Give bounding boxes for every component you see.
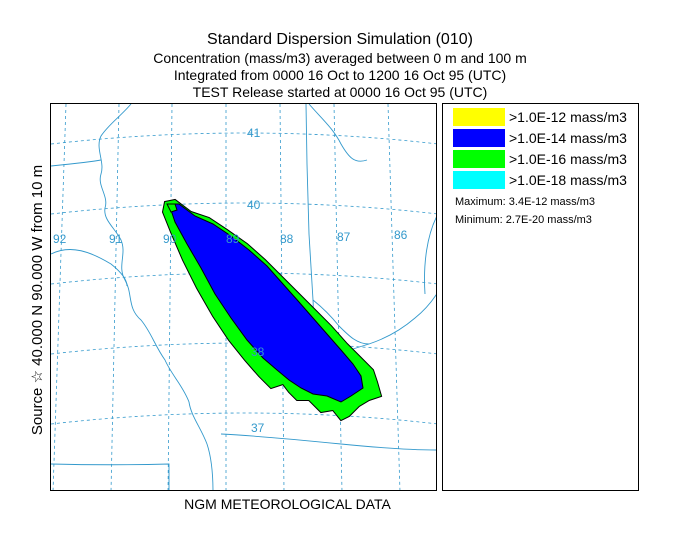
parallel-line [51,412,436,425]
maximum-value-text: Maximum: 3.4E-12 mass/m3 [455,196,595,208]
meridian-line [333,104,343,490]
legend-swatch-yellow [453,108,505,126]
parallel-line [51,132,436,145]
longitude-label: 87 [337,230,351,244]
kentucky-tennessee-boundary [220,433,436,451]
legend-item: >1.0E-18 mass/m3 [453,171,627,189]
latitude-label: 38 [251,345,265,359]
legend-swatch-cyan [453,171,505,189]
legend-label: >1.0E-16 mass/m3 [509,151,627,167]
indiana-ohio-boundary [424,217,436,295]
legend-swatch-green [453,150,505,168]
plot-title: Standard Dispersion Simulation (010) [207,31,473,48]
meridian-line [110,104,120,490]
map-panel: 92 91 90 89 88 87 86 41 40 38 37 [50,103,437,491]
lake-michigan-shore [308,104,368,162]
legend-item: >1.0E-14 mass/m3 [453,129,627,147]
legend-panel: >1.0E-12 mass/m3 >1.0E-14 mass/m3 >1.0E-… [442,103,639,491]
latitude-label: 40 [247,198,261,212]
dispersion-map: 92 91 90 89 88 87 86 41 40 38 37 [51,104,436,490]
missouri-river [51,249,128,287]
longitude-label: 92 [53,232,67,246]
legend-label: >1.0E-12 mass/m3 [509,109,627,125]
integration-period-text: Integrated from 0000 16 Oct to 1200 16 O… [173,67,507,83]
longitude-label: 88 [280,232,294,246]
plume-inner-outline [168,203,364,403]
legend-item: >1.0E-12 mass/m3 [453,108,627,126]
averaging-layer-text: Concentration (mass/m3) averaged between… [153,50,527,66]
meridian-line [167,104,173,490]
meridian-line [387,104,401,490]
legend-label: >1.0E-14 mass/m3 [509,130,627,146]
plot-header: Standard Dispersion Simulation (010) Con… [60,30,620,101]
mississippi-river-boundary [98,104,214,490]
legend-item: >1.0E-16 mass/m3 [453,150,627,168]
meteorological-data-label: NGM METEOROLOGICAL DATA [184,496,391,512]
latitude-label: 41 [247,126,261,140]
longitude-label: 89 [226,232,240,246]
longitude-label: 90 [163,232,177,246]
minimum-value-text: Minimum: 2.7E-20 mass/m3 [455,214,592,226]
wabash-river [312,299,370,345]
iowa-missouri-boundary [51,159,102,167]
legend-swatch-blue [453,129,505,147]
source-location-text: Source ☆ 40.000 N 90.000 W from 10 m [29,164,46,436]
meridian-line [52,104,67,490]
concentration-plume [161,198,383,422]
parallel-line [51,202,436,215]
longitude-label: 91 [109,232,123,246]
latitude-label: 37 [251,421,265,435]
longitude-label: 86 [394,228,408,242]
coordinate-labels: 92 91 90 89 88 87 86 41 40 38 37 [53,126,408,435]
legend-label: >1.0E-18 mass/m3 [509,172,627,188]
missouri-southern-boundary [51,463,170,490]
release-start-text: TEST Release started at 0000 16 Oct 95 (… [192,84,488,100]
plume-blue-region [169,204,363,402]
source-core [166,203,178,213]
boundaries [51,104,436,490]
